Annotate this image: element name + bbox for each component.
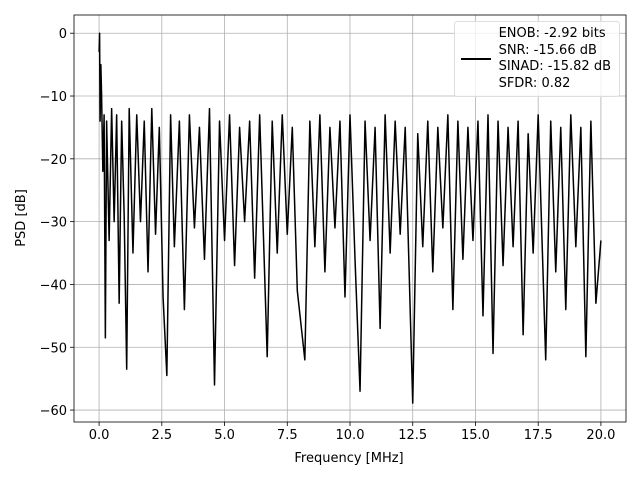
x-tick-label: 17.5 (524, 428, 553, 443)
x-tick-label: 7.5 (277, 428, 298, 443)
x-tick-label: 2.5 (151, 428, 172, 443)
x-axis-label: Frequency [MHz] (294, 451, 403, 466)
y-tick-label: 0 (59, 27, 67, 42)
line-series (98, 32, 602, 404)
y-axis-label: PSD [dB] (14, 189, 29, 247)
x-tick-label: 12.5 (398, 428, 427, 443)
plot-frame (73, 14, 627, 423)
x-tick-label: 20.0 (586, 428, 615, 443)
x-tick-label: 0.0 (89, 428, 110, 443)
legend-swatch (460, 58, 491, 60)
y-tick-label: −60 (40, 404, 67, 419)
legend: ENOB: -2.92 bits SNR: -15.66 dB SINAD: -… (453, 21, 620, 97)
y-tick-label: −30 (40, 216, 67, 231)
x-tick-label: 15.0 (461, 428, 490, 443)
y-tick-label: −10 (40, 90, 67, 105)
x-tick-label: 10.0 (336, 428, 365, 443)
y-tick-label: −50 (40, 341, 67, 356)
x-tick-label: 5.0 (214, 428, 235, 443)
legend-label: ENOB: -2.92 bits SNR: -15.66 dB SINAD: -… (498, 26, 611, 91)
y-tick-label: −40 (40, 278, 67, 293)
y-tick-label: −20 (40, 153, 67, 168)
